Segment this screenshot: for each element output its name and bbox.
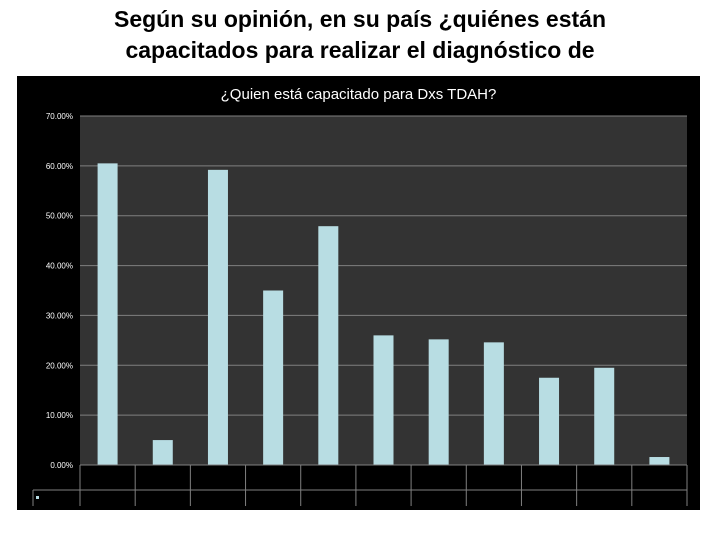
bar [594,367,615,465]
slide-title: Según su opinión, en su país ¿quiénes es… [0,4,720,66]
legend-key [36,496,39,499]
bar [263,290,284,465]
bar [649,457,670,465]
bar [428,339,449,465]
y-tick-label: 30.00% [46,311,73,320]
bar [373,335,394,465]
y-tick-label: 0.00% [50,461,73,470]
slide-title-line-2: capacitados para realizar el diagnóstico… [125,37,595,63]
y-tick-label: 70.00% [46,112,73,121]
bar [318,226,339,465]
chart-frame: ¿Quien está capacitado para Dxs TDAH? 0.0… [17,76,700,510]
bar [483,342,504,465]
bar [152,440,173,465]
bar [207,169,228,465]
y-tick-label: 50.00% [46,212,73,221]
bar [97,163,118,465]
bar [539,377,560,465]
y-tick-label: 20.00% [46,361,73,370]
slide-title-line-1: Según su opinión, en su país ¿quiénes es… [113,6,607,32]
bar-chart: ¿Quien está capacitado para Dxs TDAH? 0.0… [32,86,688,506]
y-tick-label: 60.00% [46,162,73,171]
y-tick-label: 40.00% [46,262,73,271]
y-tick-label: 10.00% [46,411,73,420]
chart-title: ¿Quien está capacitado para Dxs TDAH? [221,86,497,103]
